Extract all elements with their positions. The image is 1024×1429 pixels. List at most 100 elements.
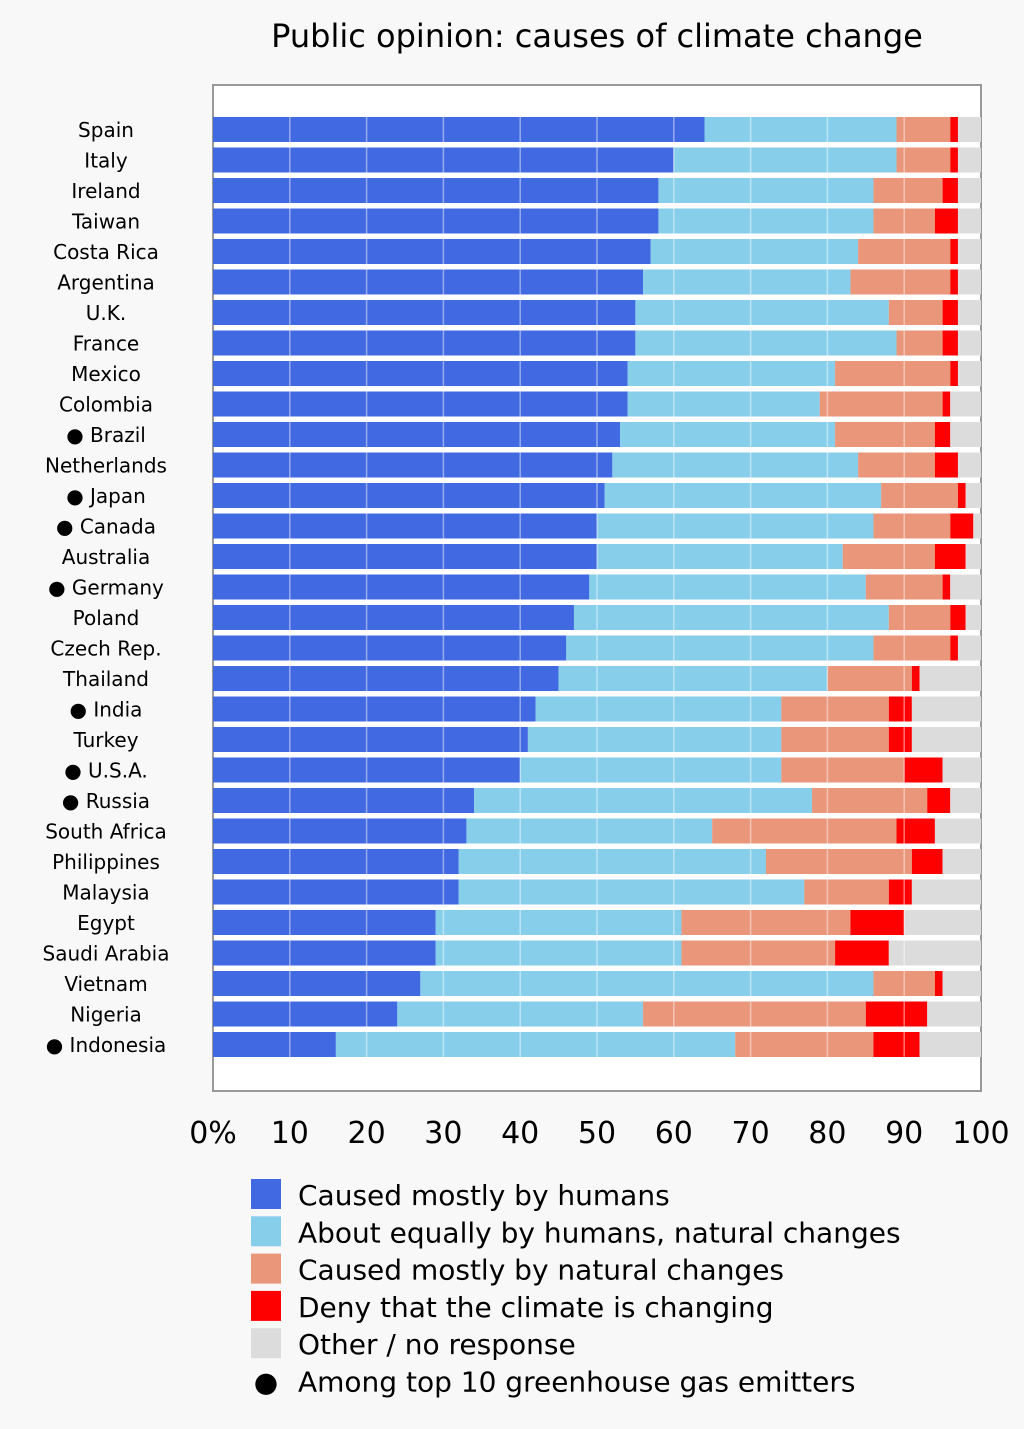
bar-russia-series-4 xyxy=(927,788,951,813)
category-label-philippines: Philippines xyxy=(52,850,160,874)
bar-australia-series-5 xyxy=(965,544,981,569)
legend-label-4: Deny that the climate is changing xyxy=(298,1291,774,1324)
bar-brazil-series-2 xyxy=(620,422,836,447)
category-label-australia: Australia xyxy=(62,545,150,569)
bar-netherlands-series-2 xyxy=(612,452,859,478)
bar-malaysia-series-3 xyxy=(804,879,889,905)
bar-thailand-series-3 xyxy=(827,666,912,691)
bar-india-series-4 xyxy=(888,696,912,722)
bar-spain-series-1 xyxy=(213,117,705,142)
category-label-russia: ● Russia xyxy=(62,789,150,813)
category-label-indonesia: ● Indonesia xyxy=(46,1033,167,1057)
bar-u-s-a-series-1 xyxy=(213,757,521,783)
bar-brazil-series-1 xyxy=(213,422,621,447)
bar-germany-series-1 xyxy=(213,574,590,600)
legend-label-3: Caused mostly by natural changes xyxy=(298,1254,784,1287)
bar-poland-series-1 xyxy=(213,605,574,630)
bar-thailand-series-1 xyxy=(213,666,559,691)
bar-south-africa-series-3 xyxy=(712,818,897,844)
category-label-poland: Poland xyxy=(73,606,140,630)
category-label-germany: ● Germany xyxy=(48,576,164,600)
bar-taiwan-series-3 xyxy=(873,208,935,234)
x-tick-90: 90 xyxy=(885,1116,923,1151)
bar-canada-series-3 xyxy=(873,513,951,539)
bar-netherlands-series-4 xyxy=(934,452,958,478)
bar-vietnam-series-5 xyxy=(942,971,981,996)
x-tick-10: 10 xyxy=(271,1116,309,1151)
bar-turkey-series-4 xyxy=(888,727,912,752)
legend: Caused mostly by humans About equally by … xyxy=(251,1179,901,1399)
gridlines xyxy=(289,117,905,1057)
bar-italy-series-3 xyxy=(896,147,951,173)
category-label-canada: ● Canada xyxy=(56,515,156,539)
bar-india-series-3 xyxy=(781,696,889,722)
bars xyxy=(213,117,981,1057)
category-label-brazil: ● Brazil xyxy=(66,423,146,447)
bar-turkey-series-2 xyxy=(527,727,782,752)
bar-mexico-series-5 xyxy=(957,361,981,386)
bar-poland-series-3 xyxy=(888,605,951,630)
bar-malaysia-series-4 xyxy=(888,879,912,905)
bar-ireland-series-1 xyxy=(213,178,659,203)
bar-costa-rica-series-3 xyxy=(858,239,951,264)
bar-indonesia-series-4 xyxy=(873,1032,920,1057)
bar-vietnam-series-2 xyxy=(420,971,874,996)
category-label-saudi-arabia: Saudi Arabia xyxy=(43,942,170,966)
category-label-colombia: Colombia xyxy=(59,393,153,417)
category-label-u-s-a: ● U.S.A. xyxy=(64,759,148,783)
x-tick-60: 60 xyxy=(655,1116,693,1151)
bar-u-s-a-series-3 xyxy=(781,757,905,783)
bar-russia-series-3 xyxy=(812,788,928,813)
bar-nigeria-series-2 xyxy=(397,1001,644,1027)
bar-philippines-series-1 xyxy=(213,849,459,874)
bar-germany-series-3 xyxy=(865,574,943,600)
bar-czech-rep-series-5 xyxy=(957,635,981,661)
bar-costa-rica-series-5 xyxy=(957,239,981,264)
bar-italy-series-4 xyxy=(950,147,958,173)
bar-south-africa-series-1 xyxy=(213,818,467,844)
bar-malaysia-series-5 xyxy=(911,879,981,905)
category-label-netherlands: Netherlands xyxy=(45,454,167,478)
bar-taiwan-series-4 xyxy=(934,208,958,234)
bar-india-series-1 xyxy=(213,696,536,722)
bar-mexico-series-3 xyxy=(835,361,951,386)
legend-label-5: Other / no response xyxy=(298,1328,576,1361)
bar-u-k-series-2 xyxy=(635,300,889,325)
bar-indonesia-series-1 xyxy=(213,1032,336,1057)
bar-mexico-series-1 xyxy=(213,361,628,386)
bar-nigeria-series-5 xyxy=(927,1001,981,1027)
bar-poland-series-4 xyxy=(950,605,966,630)
chart-title: Public opinion: causes of climate change xyxy=(271,17,923,55)
bar-japan-series-3 xyxy=(881,483,958,508)
legend-label-top-emitters: Among top 10 greenhouse gas emitters xyxy=(298,1366,855,1399)
bar-japan-series-1 xyxy=(213,483,605,508)
bar-malaysia-series-2 xyxy=(458,879,805,905)
legend-label-1: Caused mostly by humans xyxy=(298,1179,670,1212)
bar-taiwan-series-1 xyxy=(213,208,659,234)
bar-philippines-series-5 xyxy=(942,849,981,874)
bar-russia-series-1 xyxy=(213,788,475,813)
bar-philippines-series-2 xyxy=(458,849,766,874)
bar-argentina-series-4 xyxy=(950,269,958,295)
bar-u-s-a-series-2 xyxy=(520,757,782,783)
bar-u-k-series-1 xyxy=(213,300,636,325)
bar-germany-series-4 xyxy=(942,574,951,600)
bar-saudi-arabia-series-5 xyxy=(888,940,981,966)
bar-nigeria-series-4 xyxy=(865,1001,928,1027)
bar-spain-series-2 xyxy=(704,117,897,142)
category-label-u-k: U.K. xyxy=(86,301,126,325)
bar-poland-series-5 xyxy=(965,605,981,630)
bar-saudi-arabia-series-4 xyxy=(835,940,889,966)
bar-russia-series-2 xyxy=(474,788,813,813)
legend-label-2: About equally by humans, natural changes xyxy=(298,1216,901,1249)
bar-canada-series-4 xyxy=(950,513,974,539)
category-label-taiwan: Taiwan xyxy=(71,210,140,234)
x-axis-ticks: 0% 10 20 30 40 50 60 70 80 90 100 xyxy=(189,1116,1009,1151)
legend-swatch-1 xyxy=(251,1179,281,1209)
bar-czech-rep-series-4 xyxy=(950,635,958,661)
bar-australia-series-1 xyxy=(213,544,597,569)
bar-ireland-series-5 xyxy=(957,178,981,203)
x-tick-0: 0% xyxy=(189,1116,237,1151)
bar-indonesia-series-2 xyxy=(335,1032,736,1057)
bar-thailand-series-4 xyxy=(911,666,920,691)
